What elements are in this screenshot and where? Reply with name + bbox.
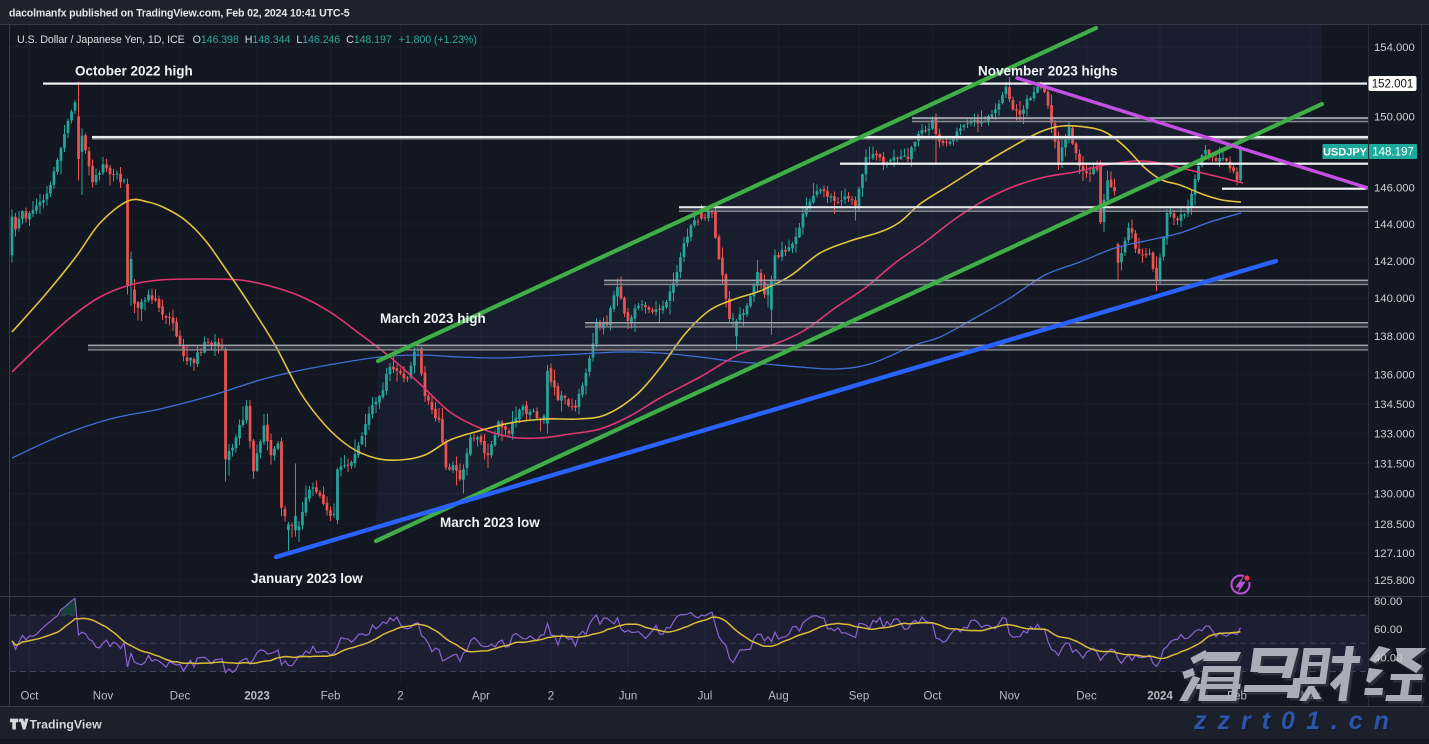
svg-text:USDJPY: USDJPY — [1323, 147, 1368, 159]
svg-text:150.000: 150.000 — [1374, 111, 1415, 123]
svg-text:March 2023 high: March 2023 high — [380, 311, 486, 326]
svg-text:Aug: Aug — [768, 691, 788, 703]
svg-text:March 2023 low: March 2023 low — [440, 515, 540, 530]
svg-text:128.500: 128.500 — [1374, 519, 1415, 531]
svg-text:Mar: Mar — [1301, 691, 1321, 703]
svg-text:Oct: Oct — [924, 691, 943, 703]
svg-text:130.000: 130.000 — [1374, 489, 1415, 501]
svg-text:2024: 2024 — [1147, 691, 1173, 703]
svg-text:136.000: 136.000 — [1374, 370, 1415, 382]
svg-text:Apr: Apr — [472, 691, 490, 703]
svg-text:November 2023 highs: November 2023 highs — [978, 64, 1118, 79]
svg-text:zzrt01.cn: zzrt01.cn — [1193, 707, 1400, 735]
svg-text:154.000: 154.000 — [1374, 42, 1415, 54]
svg-text:138.000: 138.000 — [1374, 331, 1415, 343]
svg-text:Sep: Sep — [849, 691, 869, 703]
svg-text:60.00: 60.00 — [1374, 624, 1402, 636]
svg-text:January 2023 low: January 2023 low — [251, 571, 363, 586]
svg-text:Jul: Jul — [698, 691, 713, 703]
svg-text:2023: 2023 — [244, 691, 270, 703]
svg-text:TradingView: TradingView — [30, 718, 103, 732]
svg-text:dacolmanfx published on Tradin: dacolmanfx published on TradingView.com,… — [9, 8, 350, 20]
svg-text:152.001: 152.001 — [1372, 79, 1414, 91]
svg-text:Nov: Nov — [93, 691, 114, 703]
svg-text:Dec: Dec — [1076, 691, 1097, 703]
svg-text:October 2022 high: October 2022 high — [75, 64, 193, 79]
svg-text:80.00: 80.00 — [1374, 596, 1402, 608]
svg-text:Feb: Feb — [1227, 691, 1247, 703]
svg-text:140.000: 140.000 — [1374, 293, 1415, 305]
svg-text:zzrt01.cn: zzrt01.cn — [1195, 709, 1402, 737]
svg-text:Jun: Jun — [619, 691, 638, 703]
svg-text:125.800: 125.800 — [1374, 575, 1415, 587]
svg-text:2: 2 — [548, 691, 554, 703]
svg-text:40.00: 40.00 — [1374, 652, 1402, 664]
svg-text:Feb: Feb — [321, 691, 341, 703]
svg-text:127.100: 127.100 — [1374, 548, 1415, 560]
svg-text:2: 2 — [397, 691, 403, 703]
svg-text:134.500: 134.500 — [1374, 399, 1415, 411]
svg-text:142.000: 142.000 — [1374, 256, 1415, 268]
svg-text:U.S. Dollar / Japanese Yen, 1D: U.S. Dollar / Japanese Yen, 1D, ICE O146.… — [17, 34, 477, 46]
svg-text:148.197: 148.197 — [1372, 147, 1414, 159]
svg-text:Oct: Oct — [21, 691, 40, 703]
svg-text:Dec: Dec — [170, 691, 191, 703]
svg-text:144.000: 144.000 — [1374, 219, 1415, 231]
svg-text:Nov: Nov — [999, 691, 1020, 703]
svg-text:133.000: 133.000 — [1374, 428, 1415, 440]
svg-text:131.500: 131.500 — [1374, 458, 1415, 470]
svg-text:146.000: 146.000 — [1374, 183, 1415, 195]
